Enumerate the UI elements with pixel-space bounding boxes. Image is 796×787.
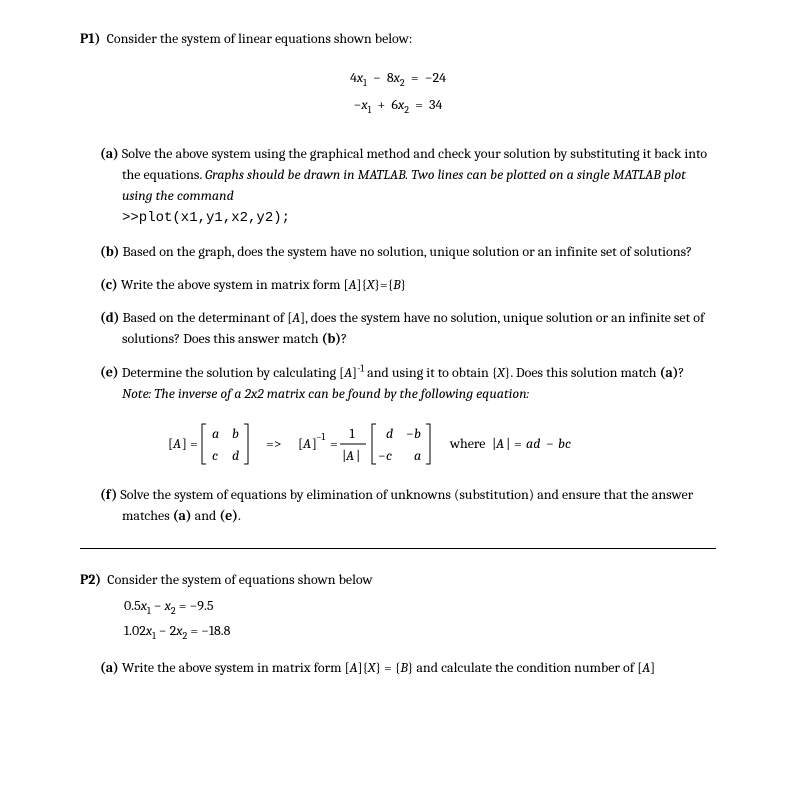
svg-text:−: − [406,425,414,442]
svg-text:|: | [356,447,360,464]
p1b-label: (b) [100,243,119,260]
svg-text:] =: ] = [182,435,198,452]
p1-eq2: −x1 + 6x2 = 34 [80,92,716,119]
p1c-text: Write the above system in matrix form [A… [121,276,406,293]
svg-text:a: a [212,425,219,442]
svg-text:c: c [212,447,218,464]
p1a-label: (a) [100,145,119,162]
svg-text:=: = [330,435,338,452]
p2-heading: P2) Consider the system of equations sho… [80,569,716,590]
svg-text:−: − [378,447,386,464]
svg-text:A: A [172,435,181,452]
p1d-label: (d) [100,309,119,326]
svg-text:b: b [414,425,421,442]
svg-text:=: = [514,435,522,452]
p2-eq2: 1.02x1 − 2x2 = −18.8 [124,619,716,645]
p2-eq1: 0.5x1 − x2 = −9.5 [124,594,716,620]
section-divider [80,548,716,549]
p2-intro: Consider the system of equations shown b… [107,571,372,588]
p1-part-b: (b) Based on the graph, does the system … [100,241,716,262]
p1-heading: P1) Consider the system of linear equati… [80,28,716,49]
p1-part-f: (f) Solve the system of equations by eli… [100,484,716,526]
p2-label: P2) [80,571,101,588]
svg-text:d: d [232,447,239,464]
p1-equations: 4x1 − 8x2 = −24 −x1 + 6x2 = 34 [80,65,716,119]
matrix-inverse-formula: .mt { font-family: Cambria, 'Times New R… [80,418,716,470]
svg-text:a: a [414,447,421,464]
p1-eq1: 4x1 − 8x2 = −24 [80,65,716,92]
matrix-equation-svg: .mt { font-family: Cambria, 'Times New R… [168,418,628,470]
svg-text:where: where [449,435,485,452]
svg-text:A: A [345,447,354,464]
p1-part-c: (c) Write the above system in matrix for… [100,274,716,295]
p1b-text: Based on the graph, does the system have… [122,243,692,260]
svg-text:=>: => [266,435,282,452]
p1e-label: (e) [100,364,119,381]
svg-text:d: d [386,425,393,442]
p1f-label: (f) [100,486,117,503]
svg-text:b: b [232,425,239,442]
svg-text:|: | [506,435,510,452]
p1-part-e: (e) Determine the solution by calculatin… [100,361,716,404]
p1d-text: Based on the determinant of [A], does th… [122,309,704,347]
p2-part-a: (a) Write the above system in matrix for… [100,657,716,678]
svg-text:−1: −1 [316,431,326,443]
p2-equations: 0.5x1 − x2 = −9.5 1.02x1 − 2x2 = −18.8 [124,594,716,646]
p1f-text: Solve the system of equations by elimina… [120,486,693,524]
svg-text:c: c [386,447,392,464]
svg-text:ad: ad [526,435,540,452]
svg-text:A: A [495,435,504,452]
p1-label: P1) [80,30,100,47]
p2a-text: Write the above system in matrix form [A… [122,659,655,676]
p1-part-d: (d) Based on the determinant of [A], doe… [100,307,716,349]
p1-part-a: (a) Solve the above system using the gra… [100,143,716,229]
svg-text:bc: bc [558,435,571,452]
svg-text:−: − [546,435,554,452]
svg-text:1: 1 [349,425,355,442]
svg-text:A: A [302,435,311,452]
p1a-code: >>plot(x1,y1,x2,y2); [122,210,290,226]
p1a-italic: Graphs should be drawn in MATLAB. Two li… [122,166,686,204]
p1e-text: Determine the solution by calculating [A… [122,364,685,402]
p2a-label: (a) [100,659,119,676]
p1-intro: Consider the system of linear equations … [107,30,413,47]
p1c-label: (c) [100,276,118,293]
